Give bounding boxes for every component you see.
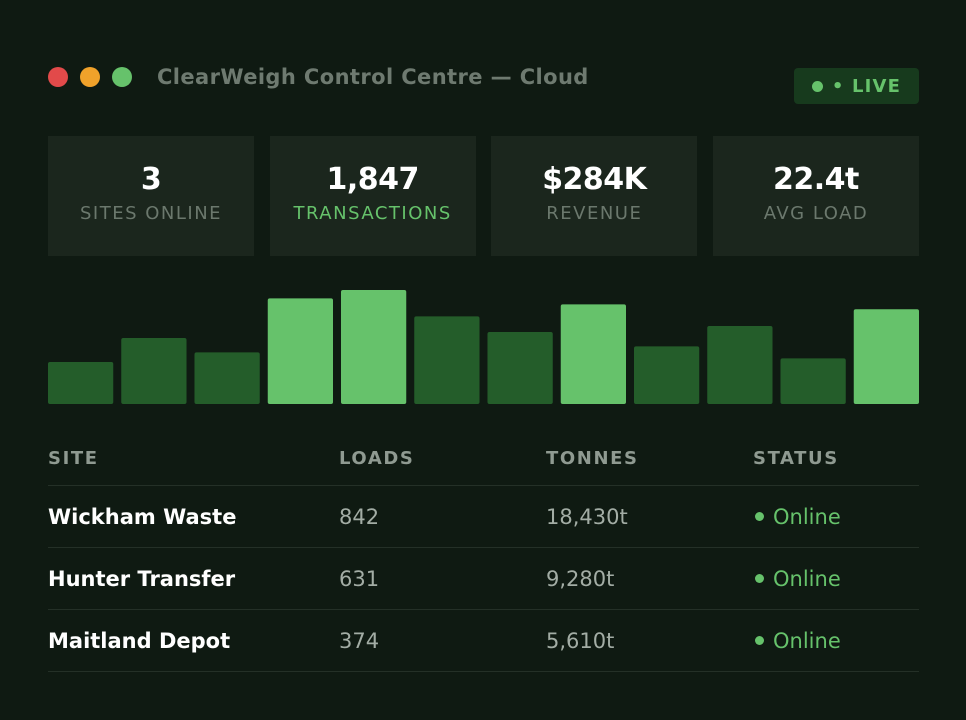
table-header: SITE LOADS TONNES STATUS — [48, 440, 919, 486]
stat-value: 1,847 — [326, 162, 419, 197]
table-row[interactable]: Maitland Depot 374 5,610t Online — [48, 610, 919, 672]
status-cell: Online — [753, 629, 919, 653]
stat-card-transactions: 1,847 TRANSACTIONS — [269, 136, 476, 256]
stat-label: TRANSACTIONS — [293, 203, 452, 224]
app-title: ClearWeigh Control Centre — Cloud — [157, 65, 589, 89]
chart-bar-3 — [194, 352, 260, 404]
stat-label: REVENUE — [546, 203, 643, 224]
column-header-loads[interactable]: LOADS — [339, 448, 415, 469]
tonnes-value: 9,280t — [546, 566, 615, 591]
table-row[interactable]: Wickham Waste 842 18,430t Online — [48, 486, 919, 548]
maximize-window-button[interactable] — [112, 67, 132, 87]
tonnes-value: 5,610t — [546, 628, 615, 653]
stat-card-sites-online: 3 SITES ONLINE — [48, 136, 254, 256]
loads-value: 374 — [339, 628, 380, 653]
loads-value: 631 — [339, 566, 380, 591]
chart-bar-7 — [487, 332, 553, 404]
live-status-badge: • LIVE — [794, 68, 919, 104]
site-name: Wickham Waste — [48, 504, 237, 529]
stat-card-revenue: $284K REVENUE — [491, 136, 698, 256]
status-cell: Online — [753, 567, 919, 591]
tonnes-value: 18,430t — [546, 504, 628, 529]
stat-label: AVG LOAD — [763, 203, 869, 224]
activity-bar-chart — [48, 290, 919, 404]
site-name: Maitland Depot — [48, 628, 231, 653]
chart-bar-10 — [707, 326, 773, 404]
column-header-tonnes[interactable]: TONNES — [546, 448, 639, 469]
chart-bar-6 — [414, 316, 480, 404]
chart-bar-1 — [48, 362, 114, 404]
chart-bar-12 — [853, 309, 919, 404]
site-name: Hunter Transfer — [48, 566, 236, 591]
status-dot-icon — [755, 512, 764, 521]
sites-table: SITE LOADS TONNES STATUS Wickham Waste 8… — [48, 440, 919, 672]
loads-value: 842 — [339, 504, 380, 529]
chart-bar-2 — [121, 338, 187, 404]
stat-card-avg-load: 22.4t AVG LOAD — [712, 136, 919, 256]
status-cell: Online — [753, 505, 919, 529]
status-label: Online — [773, 504, 841, 529]
stat-value: 22.4t — [773, 162, 859, 197]
status-label: Online — [773, 566, 841, 591]
chart-bar-4 — [267, 298, 333, 404]
stat-label: SITES ONLINE — [79, 203, 223, 224]
stats-row: 3 SITES ONLINE 1,847 TRANSACTIONS $284K … — [48, 136, 919, 256]
stat-value: $284K — [542, 162, 647, 197]
chart-bar-8 — [560, 304, 626, 404]
status-dot-icon — [755, 636, 764, 645]
status-label: Online — [773, 628, 841, 653]
chart-bar-11 — [780, 358, 846, 404]
column-header-status[interactable]: STATUS — [753, 448, 839, 469]
table-row[interactable]: Hunter Transfer 631 9,280t Online — [48, 548, 919, 610]
chart-bar-9 — [634, 346, 700, 404]
live-label: • LIVE — [831, 75, 902, 97]
minimize-window-button[interactable] — [80, 67, 100, 87]
close-window-button[interactable] — [48, 67, 68, 87]
chart-bar-5 — [341, 290, 407, 404]
live-indicator-icon — [811, 80, 823, 92]
column-header-site[interactable]: SITE — [48, 448, 99, 469]
stat-value: 3 — [140, 162, 162, 197]
status-dot-icon — [755, 574, 764, 583]
window-titlebar: ClearWeigh Control Centre — Cloud — [48, 62, 589, 92]
